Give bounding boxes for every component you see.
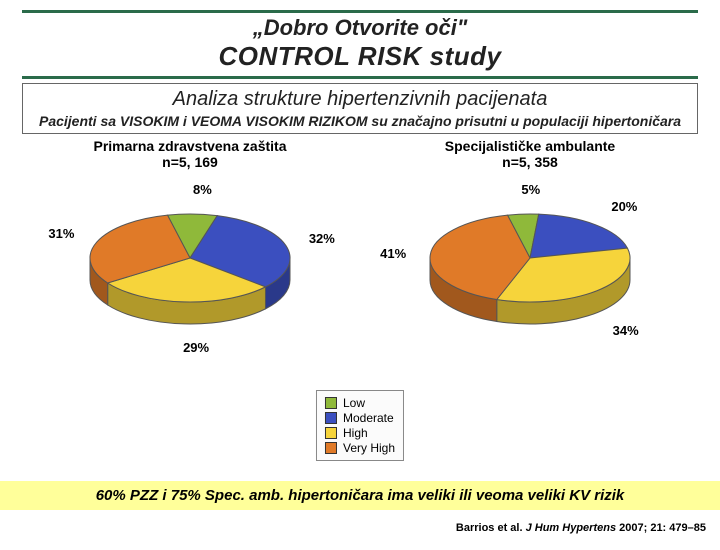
cite-journal: J Hum Hypertens: [526, 522, 616, 534]
cite-prefix: Barrios et al.: [456, 522, 526, 534]
bottom-bar: 60% PZZ i 75% Spec. amb. hipertoničara i…: [0, 481, 720, 510]
subtitle-sub: Pacijenti sa VISOKIM i VEOMA VISOKIM RIZ…: [31, 113, 689, 129]
legend-label: Moderate: [343, 411, 394, 425]
legend-item: Low: [325, 396, 395, 410]
chart-right-title1: Specijalističke ambulante: [360, 138, 700, 154]
legend-label: Low: [343, 396, 365, 410]
legend-item: Moderate: [325, 411, 395, 425]
subtitle-main: Analiza strukture hipertenzivnih pacijen…: [31, 88, 689, 111]
pie-slice-label: 32%: [309, 231, 335, 246]
charts-row: Primarna zdravstvena zaštita n=5, 169 8%…: [20, 138, 700, 358]
chart-left-title2: n=5, 169: [20, 154, 360, 170]
legend-swatch: [325, 427, 337, 439]
chart-right: Specijalističke ambulante n=5, 358 5% 20%…: [360, 138, 700, 358]
pie-slice-label: 5%: [521, 182, 540, 197]
pie-right: 5%20%34%41%: [410, 178, 650, 358]
pie-slice-label: 31%: [48, 226, 74, 241]
legend-swatch: [325, 442, 337, 454]
cite-suffix: 2007; 21: 479–85: [616, 522, 706, 534]
legend-label: High: [343, 426, 368, 440]
title-banner: „Dobro Otvorite oči" CONTROL RISK study: [22, 10, 698, 79]
legend-swatch: [325, 412, 337, 424]
pie-left: 8%32%29%31%: [70, 178, 310, 358]
chart-left: Primarna zdravstvena zaštita n=5, 169 8%…: [20, 138, 360, 358]
legend-label: Very High: [343, 441, 395, 455]
legend-swatch: [325, 397, 337, 409]
legend: LowModerateHighVery High: [316, 390, 404, 461]
legend-item: Very High: [325, 441, 395, 455]
chart-left-title1: Primarna zdravstvena zaštita: [20, 138, 360, 154]
pie-slice-label: 29%: [183, 340, 209, 355]
chart-right-title2: n=5, 358: [360, 154, 700, 170]
pie-slice-label: 8%: [193, 182, 212, 197]
legend-item: High: [325, 426, 395, 440]
pie-slice-label: 41%: [380, 246, 406, 261]
title-line2: CONTROL RISK study: [22, 41, 698, 72]
pie-svg: [70, 178, 310, 358]
citation: Barrios et al. J Hum Hypertens 2007; 21:…: [456, 522, 706, 534]
pie-slice-label: 34%: [613, 323, 639, 338]
pie-slice-label: 20%: [611, 199, 637, 214]
title-line1: „Dobro Otvorite oči": [22, 15, 698, 41]
subtitle-box: Analiza strukture hipertenzivnih pacijen…: [22, 83, 698, 134]
